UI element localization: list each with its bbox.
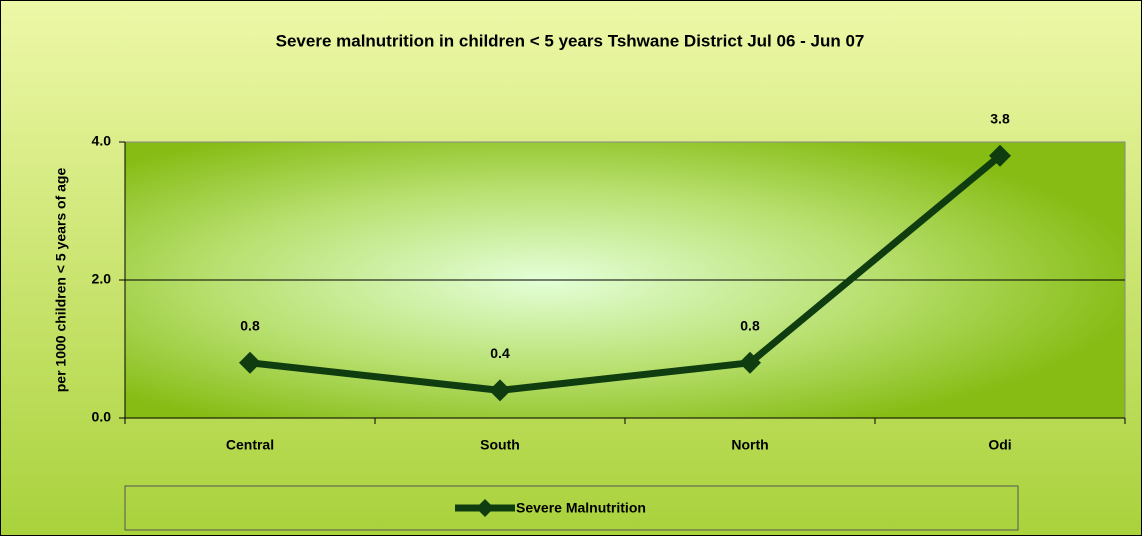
legend-label: Severe Malnutrition bbox=[516, 500, 646, 516]
marker bbox=[489, 379, 511, 402]
chart-title: Severe malnutrition in children < 5 year… bbox=[276, 31, 865, 50]
legend-marker bbox=[476, 499, 494, 517]
y-tick-label: 4.0 bbox=[92, 133, 112, 149]
data-label: 0.8 bbox=[740, 318, 760, 334]
series-line bbox=[249, 153, 1003, 394]
y-tick-label: 2.0 bbox=[92, 271, 112, 287]
legend-box bbox=[124, 485, 1019, 531]
marker bbox=[989, 144, 1011, 167]
y-tick-label: 0.0 bbox=[92, 409, 112, 425]
data-label: 3.8 bbox=[990, 111, 1010, 127]
x-tick-label: Central bbox=[226, 437, 274, 453]
data-label: 0.8 bbox=[240, 318, 260, 334]
marker bbox=[239, 351, 261, 374]
data-label: 0.4 bbox=[490, 345, 510, 361]
y-axis-label: per 1000 children < 5 years of age bbox=[53, 168, 69, 393]
x-tick-label: South bbox=[480, 437, 520, 453]
marker bbox=[739, 351, 761, 374]
x-tick-label: North bbox=[731, 437, 768, 453]
x-tick-label: Odi bbox=[988, 437, 1011, 453]
